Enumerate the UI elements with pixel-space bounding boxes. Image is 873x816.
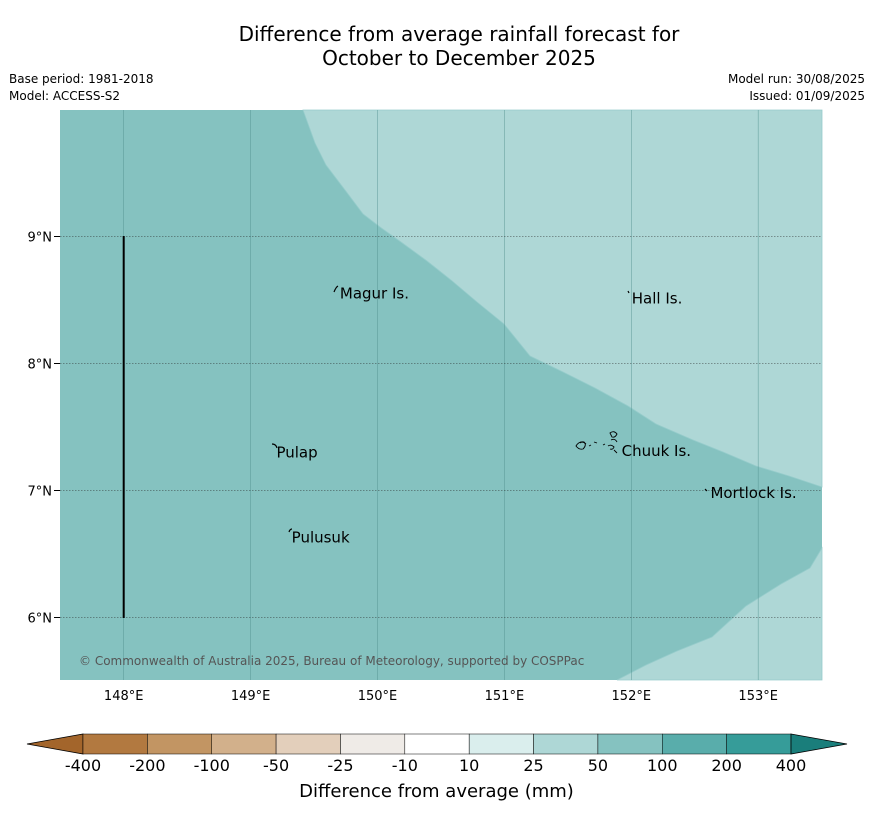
longitude-tick-label: 149°E (231, 689, 271, 704)
colorbar-tick-label: 400 (776, 756, 807, 775)
longitude-tick-label: 151°E (485, 689, 525, 704)
longitude-tick-labels: 148°E 149°E 150°E 151°E 152°E 153°E (104, 689, 778, 704)
model-text: Model: ACCESS-S2 (9, 89, 121, 103)
colorbar-tick-label: -25 (327, 756, 353, 775)
colorbar-tick-label: -100 (194, 756, 230, 775)
latitude-tick-label: 7°N (28, 485, 53, 500)
pulusuk-island-outline (288, 528, 293, 533)
colorbar-tick-label: 200 (711, 756, 742, 775)
colorbar-segment (275, 733, 341, 755)
colorbar-segment (726, 733, 792, 755)
map-title: Difference from average rainfall forecas… (0, 22, 873, 70)
metadata-left: Base period: 1981-2018 Model: ACCESS-S2 (9, 71, 154, 105)
model-run-text: Model run: 30/08/2025 (727, 72, 865, 86)
longitude-tick-label: 152°E (612, 689, 652, 704)
place-label-pulap: Pulap (276, 443, 317, 461)
colorbar-extension-high (790, 733, 848, 755)
longitude-tick-label: 148°E (104, 689, 144, 704)
title-line-2: October to December 2025 (322, 46, 596, 70)
latitude-tick-labels: 9°N 8°N 7°N 6°N (28, 231, 60, 627)
issued-text: Issued: 01/09/2025 (749, 89, 865, 103)
category-25-to-50-area-north (302, 109, 823, 488)
hall-island-outline (627, 290, 630, 294)
colorbar-segment (404, 733, 470, 755)
latitude-tick-label: 8°N (28, 358, 53, 373)
colorbar-segment (82, 733, 148, 755)
place-label-chuuk-is: Chuuk Is. (622, 442, 691, 460)
colorbar-tick-label: -400 (65, 756, 101, 775)
colorbar-label: Difference from average (mm) (299, 781, 574, 802)
category-25-to-50-area-south (616, 546, 823, 681)
island-outlines (271, 285, 708, 533)
colorbar-tick-label: 25 (523, 756, 543, 775)
colorbar-tick-label: -200 (129, 756, 165, 775)
colorbar: -400 -200 -100 -50 -25 -10 10 25 50 100 200 400 (26, 733, 848, 775)
latitude-tick-label: 9°N (28, 231, 53, 246)
colorbar-segment (340, 733, 406, 755)
colorbar-tick-label: 50 (588, 756, 608, 775)
pulap-island-outline (271, 443, 278, 449)
chuuk-island-outlines (575, 431, 618, 454)
place-label-magur-is: Magur Is. (340, 285, 409, 303)
colorbar-segment (147, 733, 212, 755)
colorbar-segment (533, 733, 599, 755)
colorbar-tick-label: 100 (647, 756, 678, 775)
colorbar-extension-low (26, 733, 84, 755)
colorbar-segment (662, 733, 727, 755)
metadata-right: Model run: 30/08/2025 Issued: 01/09/2025 (728, 71, 865, 105)
base-period-text: Base period: 1981-2018 (9, 72, 154, 86)
place-labels: Magur Is. Hall Is. Pulap Chuuk Is. Mortlock … (276, 285, 796, 547)
place-label-hall-is: Hall Is. (632, 290, 683, 308)
place-label-pulusuk: Pulusuk (292, 528, 350, 546)
magur-island-outline (333, 285, 339, 293)
copyright-credit: © Commonwealth of Australia 2025, Bureau… (79, 654, 584, 668)
longitude-tick-label: 153°E (738, 689, 778, 704)
colorbar-tick-label: 10 (459, 756, 479, 775)
place-label-mortlock-is: Mortlock Is. (710, 484, 796, 502)
mortlock-island-outline (704, 488, 708, 492)
latitude-tick-label: 6°N (28, 612, 53, 627)
title-line-1: Difference from average rainfall forecas… (238, 22, 680, 46)
colorbar-segment (211, 733, 277, 755)
colorbar-segment (468, 733, 534, 755)
longitude-tick-label: 150°E (358, 689, 398, 704)
colorbar-tick-label: -50 (263, 756, 289, 775)
colorbar-segment (597, 733, 663, 755)
map-area: Magur Is. Hall Is. Pulap Chuuk Is. Mortlock … (60, 109, 823, 681)
colorbar-tick-label: -10 (392, 756, 418, 775)
